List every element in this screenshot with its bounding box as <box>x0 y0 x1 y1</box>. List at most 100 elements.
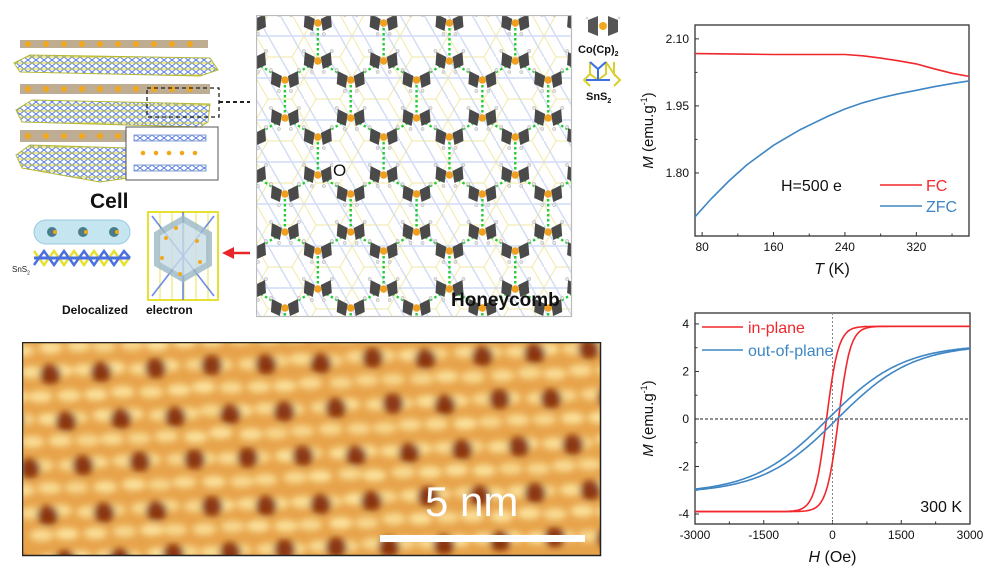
cobalt-atom <box>346 304 355 312</box>
cp-ring <box>534 223 546 240</box>
cocp2-molecule <box>565 125 572 144</box>
cocp2-molecule <box>466 106 499 131</box>
hydrogen-atom <box>395 277 400 281</box>
hydrogen-atom <box>421 317 424 318</box>
cobalt-atom <box>314 285 322 293</box>
stm-dark-pit <box>36 505 59 526</box>
hydrogen-atom <box>486 89 491 93</box>
stm-dark-pit <box>144 358 167 379</box>
hydrogen-atom <box>354 203 359 207</box>
y-tick-label: 1.95 <box>666 99 690 113</box>
stm-bright-spot <box>424 417 449 430</box>
cp-ring <box>256 52 266 69</box>
cobalt-atom <box>379 133 388 141</box>
hydrogen-atom <box>560 220 564 224</box>
x-axis-var: T <box>814 261 825 278</box>
cp-ring <box>336 185 348 202</box>
cp-ring <box>551 71 563 88</box>
hydrogen-atom <box>342 127 347 131</box>
cocp2-molecule <box>466 220 499 245</box>
stm-bright-spot <box>163 523 188 536</box>
cocp2-molecule <box>269 296 301 316</box>
cp-ring <box>452 15 464 31</box>
cp-ring <box>452 280 464 297</box>
cocp2-molecule <box>532 220 564 245</box>
y-axis-var: M <box>640 444 657 457</box>
cp-ring <box>518 15 530 31</box>
hydrogen-atom <box>507 298 512 302</box>
stm-bright-spot <box>490 369 515 382</box>
hydrogen-atom <box>310 70 314 74</box>
stm-bright-spot <box>121 478 146 491</box>
hydrogen-atom <box>519 184 524 188</box>
cp-ring <box>353 71 365 88</box>
cp-ring <box>386 280 398 297</box>
hydrogen-atom <box>362 182 367 186</box>
hydrogen-atom <box>387 70 392 74</box>
hydrogen-atom <box>541 317 544 318</box>
hydrogen-atom <box>387 146 392 150</box>
cp-ring <box>386 242 398 259</box>
delocalized-top-view <box>147 211 219 301</box>
inset-box <box>125 126 219 181</box>
cp-ring <box>402 109 414 126</box>
stm-bright-spot <box>236 497 261 510</box>
cp-ring <box>256 280 266 297</box>
cp-ring <box>402 71 414 88</box>
stm-bright-spot <box>28 390 53 403</box>
stm-bright-spot <box>192 523 217 536</box>
hydrogen-atom <box>269 182 273 186</box>
cocp2-molecule <box>334 68 367 93</box>
hydrogen-atom <box>441 146 446 150</box>
hydrogen-atom <box>433 163 438 167</box>
hydrogen-atom <box>441 260 446 264</box>
stm-bright-spot <box>199 404 224 417</box>
cocp2-molecule <box>433 277 466 302</box>
hydrogen-atom <box>375 298 380 302</box>
cp-ring <box>303 128 315 145</box>
cp-ring <box>534 109 546 126</box>
cp-ring <box>567 128 572 144</box>
stm-bright-spot <box>253 473 278 486</box>
hydrogen-atom <box>461 125 466 129</box>
hydrogen-atom <box>322 298 326 302</box>
stm-bright-spot <box>570 504 595 517</box>
cp-ring <box>320 242 332 259</box>
legend-label-zfc: ZFC <box>926 199 957 216</box>
cp-ring <box>485 185 497 202</box>
hydrogen-atom <box>486 203 491 207</box>
cobalt-atom <box>544 190 552 198</box>
cocp2-molecule <box>433 239 466 264</box>
hydrogen-atom <box>474 241 479 245</box>
cp-ring <box>369 128 381 145</box>
cp-ring <box>419 109 431 126</box>
legend-label-out-of-plane: out-of-plane <box>748 343 833 360</box>
hydrogen-atom <box>297 106 301 110</box>
cp-ring <box>485 299 497 316</box>
stm-bright-spot <box>208 426 233 439</box>
hydrogen-atom <box>355 317 358 318</box>
cp-ring <box>485 109 497 126</box>
cocp2-molecule <box>269 68 301 93</box>
hydrogen-atom <box>441 32 446 36</box>
molecule-row-2 <box>20 84 210 94</box>
hydrogen-atom <box>453 70 458 74</box>
stm-dark-pit <box>236 447 259 468</box>
y-axis-close: ) <box>640 92 657 97</box>
hydrogen-atom <box>540 241 544 245</box>
field-annotation: H=500 e <box>781 178 842 195</box>
stm-dark-pit <box>255 495 278 516</box>
stm-dark-pit <box>90 362 113 383</box>
y-axis-close: ) <box>640 380 657 385</box>
stm-dark-pit <box>414 348 437 369</box>
stm-bright-spot <box>551 459 576 472</box>
stm-bright-spot <box>337 468 362 481</box>
hydrogen-atom <box>519 70 524 74</box>
stm-bright-spot <box>298 377 323 390</box>
hydrogen-atom <box>532 68 536 72</box>
stm-bright-spot <box>100 433 125 446</box>
cocp2-molecule <box>499 49 532 74</box>
stm-dark-pit <box>254 354 277 375</box>
cp-ring <box>435 128 447 145</box>
hydrogen-atom <box>354 241 359 245</box>
